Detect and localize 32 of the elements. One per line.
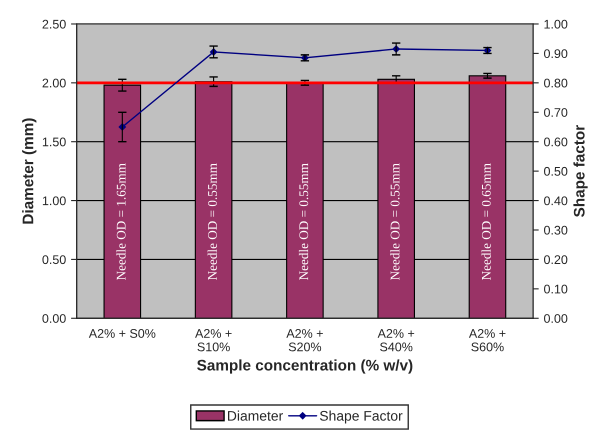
legend-label: Diameter xyxy=(228,410,283,421)
y2-tick-label: 0.40 xyxy=(544,196,568,206)
x-axis-title: Sample concentration (% w/v) xyxy=(197,359,412,374)
y2-tick-label: 0.70 xyxy=(544,108,568,117)
x-tick-label: A2% + S20% xyxy=(286,329,323,352)
y-tick-label: 1.50 xyxy=(42,138,66,146)
legend-label: Shape Factor xyxy=(320,410,402,424)
annotation: Needle OD = 1.65mm xyxy=(116,163,126,280)
y2-tick-label: 1.00 xyxy=(544,20,568,29)
y2-axis-title: Shape factor xyxy=(573,125,588,217)
y2-tick-label: 0.10 xyxy=(544,284,568,294)
y2-tick-label: 0.20 xyxy=(544,255,568,264)
x-tick-label: A2% + S0% xyxy=(88,329,156,338)
y-tick-label: 0.00 xyxy=(42,314,66,323)
annotation: Needle OD = 0.65mm xyxy=(481,163,491,280)
annotation: Needle OD = 0.55mm xyxy=(298,163,308,280)
y2-tick-label: 0.50 xyxy=(544,166,568,176)
x-tick-label: A2% + S40% xyxy=(378,329,414,352)
y-tick-label: 2.00 xyxy=(42,78,66,88)
y-tick-label: 0.50 xyxy=(42,255,66,264)
y2-tick-label: 0.90 xyxy=(544,49,568,58)
x-tick-label: A2% + S60% xyxy=(468,329,506,352)
y2-tick-label: 0.60 xyxy=(544,138,568,146)
y2-tick-label: 0.00 xyxy=(544,314,568,323)
y-axis-title: Diameter (mm) xyxy=(22,118,36,224)
annotation: Needle OD = 0.55mm xyxy=(390,163,400,280)
y-tick-label: 1.00 xyxy=(42,196,66,206)
annotation: Needle OD = 0.55mm xyxy=(208,163,217,280)
x-tick-label: A2% + S10% xyxy=(195,329,232,352)
y-tick-label: 2.50 xyxy=(42,20,66,29)
y2-tick-label: 0.30 xyxy=(544,226,568,235)
y2-tick-label: 0.80 xyxy=(544,78,568,88)
